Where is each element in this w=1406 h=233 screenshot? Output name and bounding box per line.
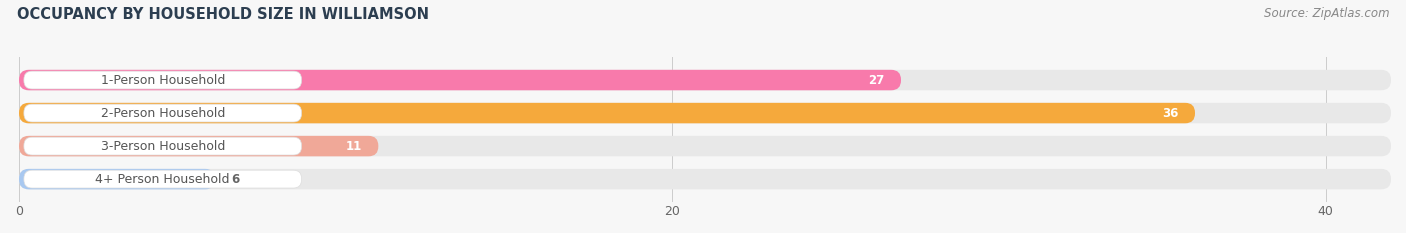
FancyBboxPatch shape [20,136,378,156]
Text: 11: 11 [346,140,361,153]
FancyBboxPatch shape [20,70,901,90]
Text: OCCUPANCY BY HOUSEHOLD SIZE IN WILLIAMSON: OCCUPANCY BY HOUSEHOLD SIZE IN WILLIAMSO… [17,7,429,22]
FancyBboxPatch shape [20,169,1391,189]
FancyBboxPatch shape [20,103,1391,123]
Text: 4+ Person Household: 4+ Person Household [96,173,231,186]
FancyBboxPatch shape [20,70,1391,90]
FancyBboxPatch shape [20,169,215,189]
FancyBboxPatch shape [24,104,301,122]
Text: Source: ZipAtlas.com: Source: ZipAtlas.com [1264,7,1389,20]
Text: 6: 6 [232,173,239,186]
Text: 27: 27 [869,74,884,86]
Text: 2-Person Household: 2-Person Household [101,106,225,120]
FancyBboxPatch shape [20,136,1391,156]
Text: 36: 36 [1163,106,1178,120]
FancyBboxPatch shape [24,170,301,188]
Text: 1-Person Household: 1-Person Household [101,74,225,86]
FancyBboxPatch shape [24,137,301,155]
FancyBboxPatch shape [20,103,1195,123]
FancyBboxPatch shape [24,71,301,89]
Text: 3-Person Household: 3-Person Household [101,140,225,153]
